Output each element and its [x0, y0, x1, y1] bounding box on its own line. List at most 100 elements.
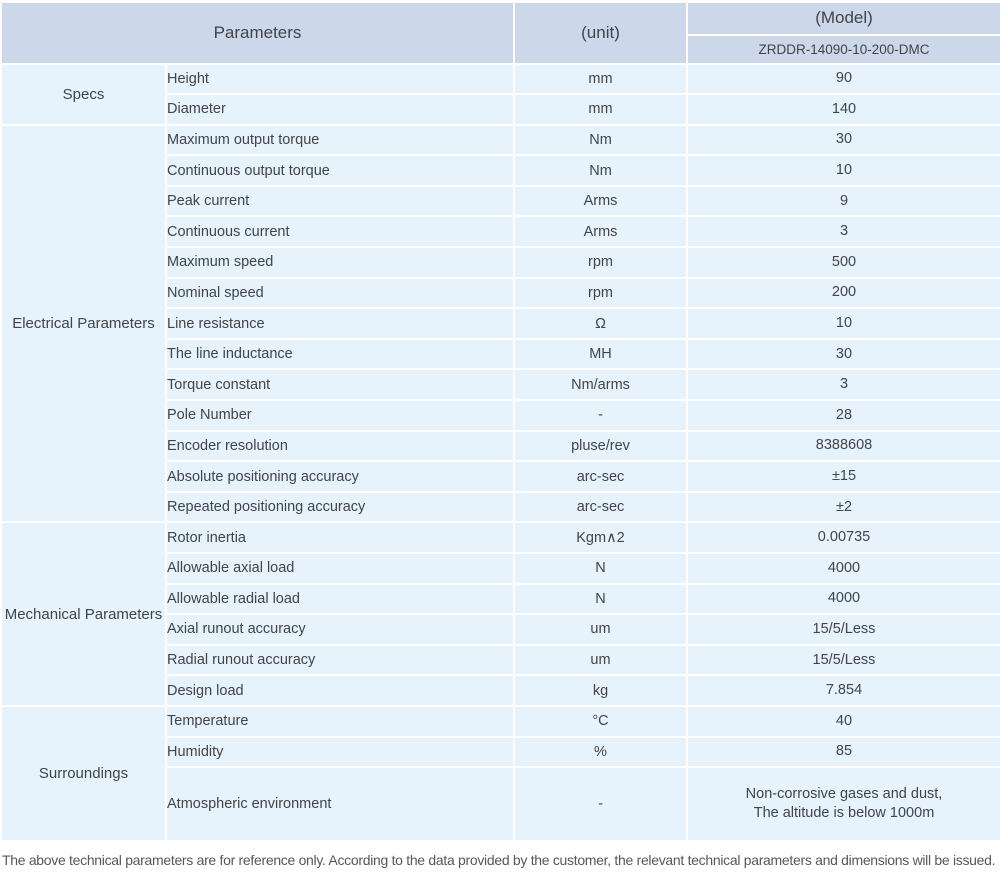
spec-table-header: Parameters (unit) (Model) ZRDDR-14090-10…	[0, 0, 1000, 65]
param-unit-cell: -	[513, 399, 688, 432]
param-name-cell: Line resistance	[165, 307, 515, 340]
param-value-cell: 30	[686, 123, 1000, 157]
param-name-cell: Continuous current	[165, 215, 515, 249]
param-name-cell: Maximum output torque	[165, 123, 515, 157]
param-name-cell: Rotor inertia	[165, 521, 515, 554]
table-row: Absolute positioning accuracy arc-sec ±15	[1, 460, 1000, 493]
param-unit-cell: mm	[513, 93, 688, 126]
param-name-cell: Allowable radial load	[165, 582, 515, 616]
param-name-cell: Torque constant	[165, 368, 515, 402]
spec-table: Parameters (unit) (Model) ZRDDR-14090-10…	[0, 0, 1000, 843]
spec-table-body: Specs Height mm 90 Diameter mm 140 Electrical P…	[0, 62, 1000, 843]
param-unit-cell: rpm	[513, 246, 688, 279]
footnote: The above technical parameters are for r…	[2, 852, 996, 869]
param-value-cell: 28	[686, 399, 1000, 432]
table-row: Line resistance Ω 10	[1, 307, 1000, 340]
param-value-cell: 7.854	[686, 674, 1000, 707]
param-value-cell: 10	[686, 307, 1000, 340]
param-name-cell: Encoder resolution	[165, 429, 515, 463]
param-unit-cell: Arms	[513, 215, 688, 249]
table-row: Axial runout accuracy um 15/5/Less	[1, 613, 1000, 646]
param-value-cell: 4000	[686, 552, 1000, 585]
model-number-cell: ZRDDR-14090-10-200-DMC	[686, 33, 1000, 65]
param-name-cell: Continuous output torque	[165, 154, 515, 187]
table-row: Continuous current Arms 3	[1, 215, 1000, 249]
param-unit-cell: um	[513, 613, 688, 646]
param-name-cell: The line inductance	[165, 337, 515, 371]
param-value-cell: 90	[686, 62, 1000, 96]
table-row: Allowable axial load N 4000	[1, 552, 1000, 585]
table-row: Surroundings Temperature °C 40	[0, 704, 1000, 843]
table-row: Radial runout accuracy um 15/5/Less	[1, 643, 1000, 677]
param-unit-cell: %	[513, 735, 688, 769]
table-row: Nominal speed rpm 200	[1, 276, 1000, 310]
param-unit-cell: arc-sec	[513, 490, 688, 524]
param-name-cell: Allowable axial load	[165, 552, 515, 585]
param-name-cell: Maximum speed	[165, 246, 515, 279]
param-unit-cell: Nm	[513, 154, 688, 187]
param-value-cell: 0.00735	[686, 521, 1000, 554]
table-row: Allowable radial load N 4000	[1, 582, 1000, 616]
param-name-cell: Peak current	[165, 184, 515, 218]
param-name-cell: Absolute positioning accuracy	[165, 460, 515, 493]
param-unit-cell: um	[513, 643, 688, 677]
param-name-cell: Pole Number	[165, 399, 515, 432]
param-value-cell: 3	[686, 215, 1000, 249]
table-row: Diameter mm 140	[1, 93, 1000, 126]
unit-header-cell: (unit)	[513, 0, 688, 65]
table-row: Continuous output torque Nm 10	[1, 154, 1000, 187]
param-value-cell: 40	[686, 704, 1000, 738]
param-unit-cell: MH	[513, 337, 688, 371]
category-cell: Mechanical Parameters	[0, 521, 167, 707]
param-unit-cell: mm	[513, 62, 688, 96]
param-name-cell: Diameter	[165, 93, 515, 126]
param-unit-cell: kg	[513, 674, 688, 707]
param-value-cell: 3	[686, 368, 1000, 402]
table-row: Maximum speed rpm 500	[1, 246, 1000, 279]
table-row: Peak current Arms 9	[1, 184, 1000, 218]
param-name-cell: Temperature	[165, 704, 515, 738]
param-name-cell: Nominal speed	[165, 276, 515, 310]
table-row: Design load kg 7.854	[1, 674, 1000, 707]
param-name-cell: Design load	[165, 674, 515, 707]
param-name-cell: Repeated positioning accuracy	[165, 490, 515, 524]
table-row: Humidity% 85	[1, 735, 1000, 769]
param-name-cell: Height	[165, 62, 515, 96]
category-cell: Electrical Parameters	[0, 123, 167, 524]
table-row: Pole Number -28	[1, 399, 1000, 432]
param-unit-cell: Nm/arms	[513, 368, 688, 402]
param-unit-cell: Nm	[513, 123, 688, 157]
param-unit-cell: rpm	[513, 276, 688, 310]
param-unit-cell: Arms	[513, 184, 688, 218]
param-value-cell: Non-corrosive gases and dust, The altitu…	[686, 766, 1000, 843]
param-value-cell: 85	[686, 735, 1000, 769]
param-name-cell: Humidity	[165, 735, 515, 769]
param-value-cell: ±15	[686, 460, 1000, 493]
table-row: Electrical Parameters Maximum output torq…	[0, 123, 1000, 524]
param-value-cell: 10	[686, 154, 1000, 187]
param-name-cell: Radial runout accuracy	[165, 643, 515, 677]
category-cell: Surroundings	[0, 704, 167, 843]
param-unit-cell: pluse/rev	[513, 429, 688, 463]
param-name-cell: Axial runout accuracy	[165, 613, 515, 646]
param-unit-cell: -	[513, 766, 688, 843]
param-unit-cell: Kgm∧2	[513, 521, 688, 554]
table-row: Mechanical Parameters Rotor inertia Kgm∧2 0…	[0, 521, 1000, 707]
parameters-header-cell: Parameters	[0, 0, 515, 65]
param-unit-cell: Ω	[513, 307, 688, 340]
param-unit-cell: arc-sec	[513, 460, 688, 493]
table-row: Encoder resolution pluse/rev 8388608	[1, 429, 1000, 463]
param-unit-cell: N	[513, 552, 688, 585]
table-row: Torque constant Nm/arms 3	[1, 368, 1000, 402]
table-row: The line inductance MH 30	[1, 337, 1000, 371]
param-value-cell: 500	[686, 246, 1000, 279]
category-cell: Specs	[0, 62, 167, 126]
param-value-cell: 140	[686, 93, 1000, 126]
param-value-cell: 30	[686, 337, 1000, 371]
param-value-cell: 15/5/Less	[686, 613, 1000, 646]
param-value-cell: 4000	[686, 582, 1000, 616]
table-row: Specs Height mm 90	[0, 62, 1000, 126]
param-unit-cell: °C	[513, 704, 688, 738]
param-value-cell: 15/5/Less	[686, 643, 1000, 677]
